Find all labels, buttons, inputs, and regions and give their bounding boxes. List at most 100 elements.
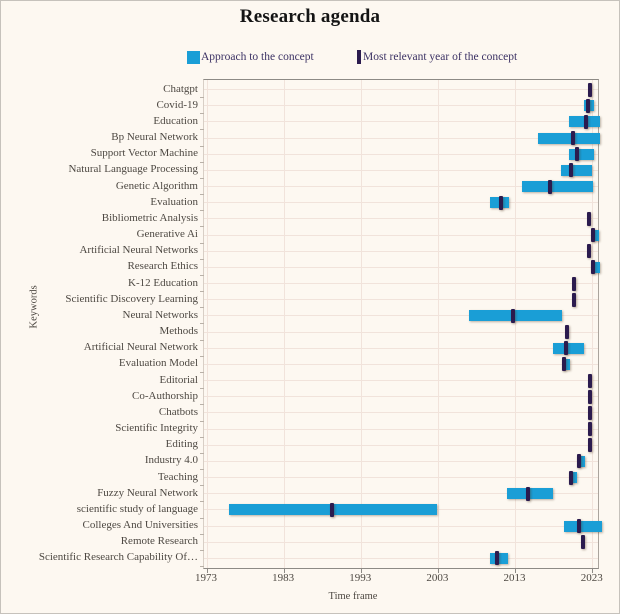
relevant-year-marker[interactable] <box>587 422 592 437</box>
chart-title: Research agenda <box>239 6 381 27</box>
keyword-label: Artificial Neural Network <box>83 341 198 354</box>
approach-bar[interactable] <box>561 358 571 370</box>
approach-bar[interactable] <box>537 132 600 144</box>
relevant-year-marker[interactable] <box>586 98 591 113</box>
keyword-label: Bibliometric Analysis <box>101 211 198 224</box>
relevant-year-marker[interactable] <box>587 389 592 404</box>
relevant-year-swatch-icon <box>357 50 361 64</box>
y-axis-tick <box>200 452 204 454</box>
y-axis-tick <box>200 420 204 422</box>
relevant-year-marker[interactable] <box>572 276 577 291</box>
relevant-year-marker[interactable] <box>525 486 530 501</box>
legend-approach-label: Approach to the concept <box>201 51 314 63</box>
x-tick-label: 2023 <box>580 572 603 584</box>
relevant-year-marker[interactable] <box>587 373 592 388</box>
horizontal-gridline <box>204 541 598 543</box>
relevant-year-marker[interactable] <box>586 211 591 226</box>
y-axis-tick <box>200 97 204 99</box>
relevant-year-marker[interactable] <box>590 228 595 243</box>
keyword-label: Bp Neural Network <box>111 131 198 144</box>
y-axis-tick <box>200 307 204 309</box>
relevant-year-marker[interactable] <box>575 147 580 162</box>
keyword-label: Neural Networks <box>122 308 198 321</box>
approach-bar[interactable] <box>564 520 602 532</box>
relevant-year-marker[interactable] <box>576 519 581 534</box>
horizontal-gridline <box>204 169 598 171</box>
keyword-label: Scientific Research Capability Of… <box>38 551 198 564</box>
relevant-year-marker[interactable] <box>547 179 552 194</box>
keyword-label: Education <box>153 114 198 127</box>
approach-bar[interactable] <box>468 310 562 322</box>
y-axis-title: Keywords <box>28 285 40 329</box>
keyword-label: Generative Ai <box>136 228 198 241</box>
horizontal-gridline <box>204 460 598 462</box>
y-axis-tick <box>200 566 204 568</box>
horizontal-gridline <box>204 218 598 220</box>
legend-item-relevant-year[interactable]: Most relevant year of the concept <box>357 49 517 65</box>
horizontal-gridline <box>204 428 598 430</box>
horizontal-gridline <box>204 202 598 204</box>
y-axis-tick <box>200 194 204 196</box>
horizontal-gridline <box>204 380 598 382</box>
relevant-year-marker[interactable] <box>587 405 592 420</box>
relevant-year-marker[interactable] <box>511 308 516 323</box>
x-axis-tick <box>360 568 362 573</box>
relevant-year-marker[interactable] <box>495 551 500 566</box>
y-axis-tick <box>200 129 204 131</box>
horizontal-gridline <box>204 234 598 236</box>
y-axis-tick <box>200 242 204 244</box>
relevant-year-marker[interactable] <box>571 131 576 146</box>
y-axis-tick <box>200 404 204 406</box>
keyword-label: Evaluation Model <box>118 357 198 370</box>
relevant-year-marker[interactable] <box>576 454 581 469</box>
approach-bar[interactable] <box>521 181 594 193</box>
relevant-year-marker[interactable] <box>586 244 591 259</box>
relevant-year-marker[interactable] <box>580 535 585 550</box>
relevant-year-marker[interactable] <box>590 260 595 275</box>
horizontal-gridline <box>204 396 598 398</box>
y-axis-tick <box>200 210 204 212</box>
approach-bar[interactable] <box>552 342 585 354</box>
plot-area <box>200 79 602 573</box>
y-axis-tick <box>200 226 204 228</box>
keyword-label: Remote Research <box>120 535 198 548</box>
relevant-year-marker[interactable] <box>587 438 592 453</box>
approach-bar[interactable] <box>591 261 600 273</box>
relevant-year-marker[interactable] <box>564 341 569 356</box>
relevant-year-marker[interactable] <box>587 82 592 97</box>
y-axis-tick <box>200 323 204 325</box>
horizontal-gridline <box>204 121 598 123</box>
relevant-year-marker[interactable] <box>569 163 574 178</box>
y-axis-tick <box>200 533 204 535</box>
relevant-year-marker[interactable] <box>569 470 574 485</box>
x-tick-label: 2013 <box>503 572 526 584</box>
legend-item-approach[interactable]: Approach to the concept <box>187 49 314 65</box>
keyword-label: Teaching <box>157 470 198 483</box>
y-axis-tick <box>200 517 204 519</box>
y-axis-tick <box>200 113 204 115</box>
vertical-gridline <box>283 80 285 568</box>
keyword-label: Editing <box>165 438 198 451</box>
x-axis-tick <box>592 568 594 573</box>
approach-bar[interactable] <box>561 164 592 176</box>
horizontal-gridline <box>204 525 598 527</box>
approach-bar[interactable] <box>568 148 595 160</box>
x-axis-tick <box>206 568 208 573</box>
relevant-year-marker[interactable] <box>565 325 570 340</box>
approach-bar[interactable] <box>591 229 599 241</box>
approach-bar[interactable] <box>507 488 554 500</box>
relevant-year-marker[interactable] <box>329 502 334 517</box>
horizontal-gridline <box>204 412 598 414</box>
horizontal-gridline <box>204 89 598 90</box>
vertical-gridline <box>360 80 362 568</box>
y-axis-tick <box>200 549 204 551</box>
relevant-year-marker[interactable] <box>572 292 577 307</box>
horizontal-gridline <box>204 250 598 252</box>
relevant-year-marker[interactable] <box>562 357 567 372</box>
keyword-label: Editorial <box>159 373 199 386</box>
relevant-year-marker[interactable] <box>583 114 588 129</box>
y-axis-tick <box>200 145 204 147</box>
approach-bar[interactable] <box>568 472 578 484</box>
relevant-year-marker[interactable] <box>498 195 503 210</box>
keyword-label: Co-Authorship <box>132 389 198 402</box>
